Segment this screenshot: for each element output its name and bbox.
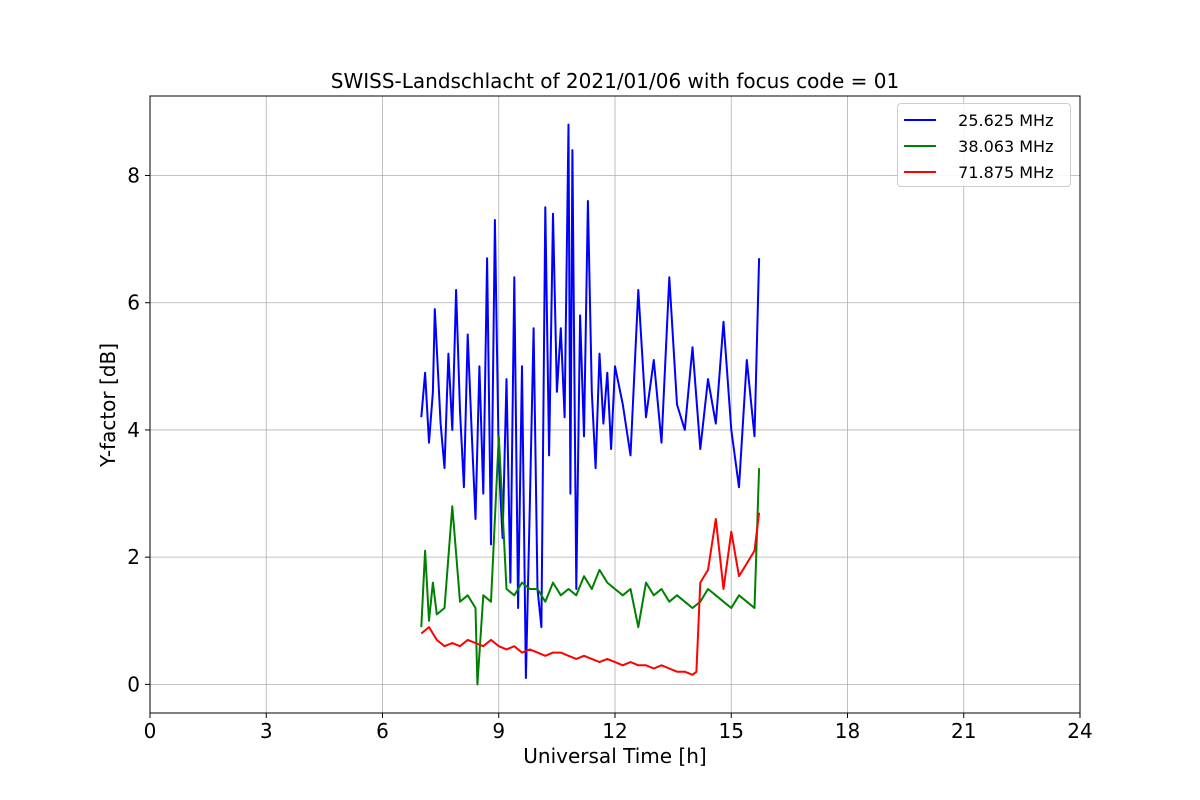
- y-tick-label: 8: [127, 164, 140, 188]
- legend-item-38mhz: 38.063 MHz: [904, 135, 1053, 157]
- series-layer: [420, 123, 761, 686]
- legend: 25.625 MHz 38.063 MHz 71.875 MHz: [897, 103, 1071, 187]
- x-tick-label: 3: [260, 719, 273, 743]
- x-tick-label: 6: [376, 719, 389, 743]
- chart-title: SWISS-Landschlacht of 2021/01/06 with fo…: [331, 69, 899, 93]
- x-axis-label: Universal Time [h]: [523, 744, 706, 768]
- y-tick-label: 0: [127, 672, 140, 696]
- series-line-2: [420, 512, 761, 676]
- legend-swatch-71mhz: [904, 171, 936, 173]
- legend-item-25mhz: 25.625 MHz: [904, 109, 1053, 131]
- x-tick-label: 21: [951, 719, 976, 743]
- x-tick-label: 15: [719, 719, 744, 743]
- x-tick-label: 24: [1067, 719, 1092, 743]
- legend-swatch-38mhz: [904, 145, 936, 147]
- y-tick-label: 6: [127, 291, 140, 315]
- y-axis-label: Y-factor [dB]: [96, 343, 120, 468]
- x-tick-label: 12: [602, 719, 627, 743]
- legend-item-71mhz: 71.875 MHz: [904, 161, 1053, 183]
- x-tick-label: 9: [492, 719, 505, 743]
- y-tick-label: 2: [127, 545, 140, 569]
- legend-label-25mhz: 25.625 MHz: [948, 110, 1054, 130]
- series-line-0: [420, 123, 761, 679]
- x-tick-label: 18: [835, 719, 860, 743]
- x-tick-label: 0: [144, 719, 157, 743]
- y-tick-label: 4: [127, 418, 140, 442]
- legend-label-71mhz: 71.875 MHz: [948, 162, 1054, 182]
- legend-label-38mhz: 38.063 MHz: [948, 136, 1054, 156]
- series-line-1: [420, 435, 761, 686]
- legend-swatch-25mhz: [904, 119, 936, 121]
